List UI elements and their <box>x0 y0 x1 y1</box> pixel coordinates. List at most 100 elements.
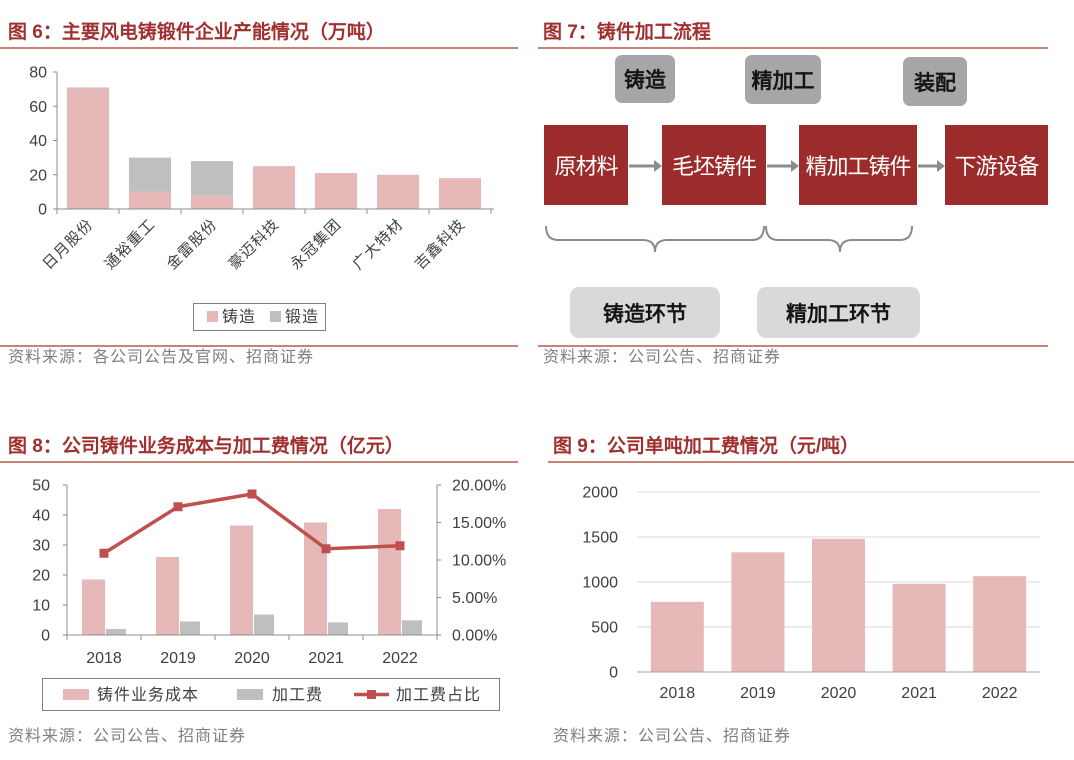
legend-swatch <box>63 689 89 700</box>
bar-casting <box>67 87 109 209</box>
y-left-tick-label: 0 <box>41 628 50 645</box>
legend-label: 加工费 <box>272 686 323 704</box>
legend: 铸造 锻造 <box>193 303 326 331</box>
flow-arrow-1 <box>629 160 662 172</box>
bar-casting-cost <box>230 525 253 635</box>
y-tick-label: 0 <box>38 202 47 219</box>
line-marker <box>395 541 405 551</box>
x-category-label: 2018 <box>86 650 122 667</box>
bar-casting <box>377 174 419 209</box>
y-tick-label: 500 <box>591 620 618 637</box>
y-tick-label: 1500 <box>582 530 618 547</box>
flow-arrow-3 <box>918 160 945 172</box>
machining-stage-brace <box>765 225 913 253</box>
stage-casting: 铸造环节 <box>570 287 720 338</box>
y-tick-label: 80 <box>29 65 47 82</box>
line-marker <box>99 548 109 558</box>
figure-6-bottom-rule <box>0 345 518 347</box>
figure-7-source: 资料来源：公司公告、招商证券 <box>543 349 782 366</box>
figure-9-chart: 0 500 1000 1500 2000 2018 2019 2020 2021 2022 <box>582 485 1040 702</box>
bar-processing-fee <box>180 621 200 635</box>
figure-8-source: 资料来源：公司公告、招商证券 <box>8 728 247 745</box>
x-category-label: 2021 <box>901 685 937 702</box>
y-tick-label: 1000 <box>582 575 618 592</box>
bar-processing-fee <box>402 620 422 635</box>
x-category-label: 金雷股份 <box>164 216 221 273</box>
y-left-tick-label: 40 <box>32 508 50 525</box>
bar-casting-cost <box>378 509 401 635</box>
x-category-label: 豪迈科技 <box>225 215 283 273</box>
y-tick-label: 20 <box>29 167 47 184</box>
figure-8-title-rule <box>0 461 518 463</box>
y-tick-label: 60 <box>29 99 47 116</box>
y-tick-label: 40 <box>29 133 47 150</box>
y-tick-label: 0 <box>609 665 618 682</box>
x-category-label: 2020 <box>234 650 270 667</box>
x-category-label: 2018 <box>660 685 696 702</box>
y-left-tick-label: 50 <box>32 478 50 495</box>
step-machining-label: 精加工 <box>745 55 821 104</box>
line-marker <box>321 544 331 554</box>
line-marker <box>173 502 183 512</box>
legend-swatch <box>207 311 218 322</box>
y-left-tick-label: 30 <box>32 538 50 555</box>
figure-7-title-rule <box>538 47 1048 49</box>
figure-7-title: 图 7：铸件加工流程 <box>543 22 711 43</box>
y-left-tick-label: 20 <box>32 568 50 585</box>
node-raw-material: 原材料 <box>544 125 628 205</box>
node-machined-casting: 精加工铸件 <box>799 125 917 205</box>
y-right-tick-label: 0.00% <box>452 628 497 645</box>
y-right-tick-label: 15.00% <box>452 515 506 532</box>
legend: 铸件业务成本 加工费 加工费占比 <box>42 678 500 711</box>
figure-9-title: 图 9：公司单吨加工费情况（元/吨） <box>553 436 860 457</box>
bar-casting-cost <box>156 557 179 635</box>
x-category-label: 日月股份 <box>40 216 97 273</box>
node-rough-casting: 毛坯铸件 <box>662 125 766 205</box>
bar-casting-cost <box>304 522 327 635</box>
x-category-label: 2021 <box>308 650 344 667</box>
bar-forging <box>129 157 171 192</box>
legend-label: 铸造 <box>222 308 256 326</box>
legend-box <box>42 678 500 711</box>
legend-label: 加工费占比 <box>396 686 481 704</box>
legend-line-marker <box>367 690 376 699</box>
figure-6-source: 资料来源：各公司公告及官网、招商证券 <box>8 349 315 366</box>
bar-unit-processing-fee <box>812 538 865 672</box>
bar-unit-processing-fee <box>892 583 946 672</box>
bar-casting-cost <box>82 579 105 635</box>
x-category-label: 2022 <box>382 650 418 667</box>
bar-processing-fee <box>254 614 274 635</box>
bar-forging <box>191 161 233 196</box>
node-downstream-equipment: 下游设备 <box>945 125 1048 205</box>
bar-casting <box>191 195 233 209</box>
x-category-label: 2020 <box>821 685 857 702</box>
legend-swatch <box>237 689 263 700</box>
arrow-head-icon <box>654 160 662 172</box>
y-tick-label: 2000 <box>582 485 618 502</box>
x-category-label: 广大特材 <box>350 216 407 273</box>
legend-label: 锻造 <box>285 308 319 326</box>
bar-unit-processing-fee <box>973 576 1027 672</box>
y-right-tick-label: 5.00% <box>452 590 497 607</box>
bar-casting <box>439 178 481 209</box>
x-category-label: 2019 <box>160 650 196 667</box>
x-category-label: 吉鑫科技 <box>411 215 469 273</box>
step-casting-label: 铸造 <box>615 55 675 103</box>
bar-unit-processing-fee <box>650 601 704 672</box>
process-connectors <box>545 160 945 253</box>
x-category-label: 2022 <box>982 685 1018 702</box>
x-category-label: 2019 <box>740 685 776 702</box>
bar-processing-fee <box>328 622 348 635</box>
legend-label: 铸件业务成本 <box>97 686 199 704</box>
figure-6-title-rule <box>0 47 518 49</box>
flow-arrow-2 <box>767 160 799 172</box>
y-right-tick-label: 20.00% <box>452 478 506 495</box>
bar-casting <box>129 191 171 209</box>
figure-9-title-rule <box>548 461 1074 463</box>
y-right-tick-label: 10.00% <box>452 553 506 570</box>
line-marker <box>247 489 257 499</box>
casting-stage-brace <box>545 225 765 253</box>
figure-7-bottom-rule <box>538 345 1048 347</box>
figure-8-chart: 0 10 20 30 40 50 0.00% 5.00% 10.00% 15.00% 20.00% 2… <box>32 478 506 711</box>
figure-6-title: 图 6：主要风电铸锻件企业产能情况（万吨） <box>8 22 385 43</box>
